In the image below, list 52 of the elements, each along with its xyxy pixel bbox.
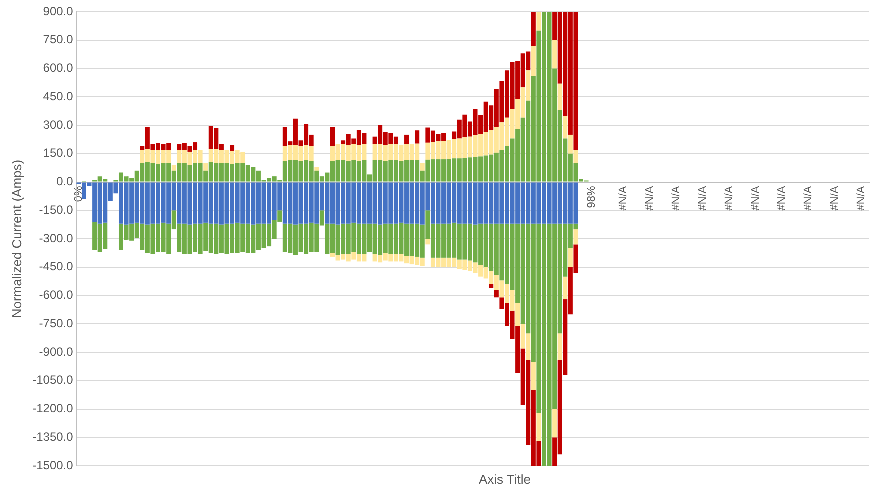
- bar: [489, 284, 494, 288]
- y-tick-label: -1050.0: [32, 373, 74, 388]
- bar: [574, 230, 578, 245]
- bar: [494, 290, 499, 298]
- bar: [415, 130, 420, 144]
- bar: [536, 12, 542, 31]
- bar: [314, 167, 320, 171]
- bar: [330, 127, 335, 146]
- bar: [558, 334, 562, 360]
- bar: [426, 239, 430, 245]
- bar: [172, 165, 176, 171]
- bar: [552, 40, 558, 69]
- y-tick-label: 600.0: [43, 61, 74, 76]
- y-tick-label: -1500.0: [32, 458, 74, 472]
- bar: [568, 248, 573, 268]
- x-tick-label: #N/A: [696, 186, 709, 211]
- y-tick-label: -150.0: [39, 202, 74, 217]
- x-tick-label: #N/A: [802, 186, 815, 211]
- y-tick-label: 300.0: [43, 118, 74, 132]
- y-tick-label: -1200.0: [32, 402, 74, 416]
- x-axis-title: Axis Title: [478, 472, 532, 487]
- y-tick-label: -1350.0: [32, 430, 74, 444]
- bar: [404, 134, 410, 144]
- y-tick-label: -600.0: [39, 288, 74, 302]
- bar: [536, 413, 542, 442]
- x-tick-label: #N/A: [856, 186, 868, 211]
- x-tick-label: 98%: [586, 186, 598, 208]
- bar: [420, 163, 425, 171]
- bar: [204, 163, 208, 171]
- y-tick-label: 900.0: [43, 4, 74, 18]
- y-tick-label: 150.0: [43, 146, 74, 160]
- x-tick-label: #N/A: [644, 186, 656, 211]
- bar: [552, 409, 558, 438]
- y-axis-title: Normalized Current (Amps): [9, 160, 24, 318]
- y-tick-label: 0.0: [56, 174, 74, 189]
- bar: [558, 84, 562, 110]
- bar: [531, 362, 536, 390]
- bar: [563, 276, 568, 300]
- y-tick-label: 450.0: [43, 89, 74, 104]
- bar: [531, 12, 536, 46]
- x-tick-label: #N/A: [618, 186, 630, 211]
- bar: [230, 145, 235, 152]
- x-tick-label: #N/A: [670, 186, 682, 211]
- x-tick-label: #N/A: [723, 186, 736, 211]
- y-tick-label: -450.0: [39, 260, 74, 274]
- y-tick-label: -900.0: [39, 344, 74, 359]
- x-tick-label: #N/A: [750, 186, 762, 211]
- y-tick-label: -300.0: [39, 231, 74, 246]
- y-tick-label: 750.0: [43, 32, 74, 47]
- x-tick-label: #N/A: [776, 186, 788, 211]
- x-tick-label: #N/A: [829, 186, 842, 211]
- y-tick-label: -750.0: [39, 316, 74, 330]
